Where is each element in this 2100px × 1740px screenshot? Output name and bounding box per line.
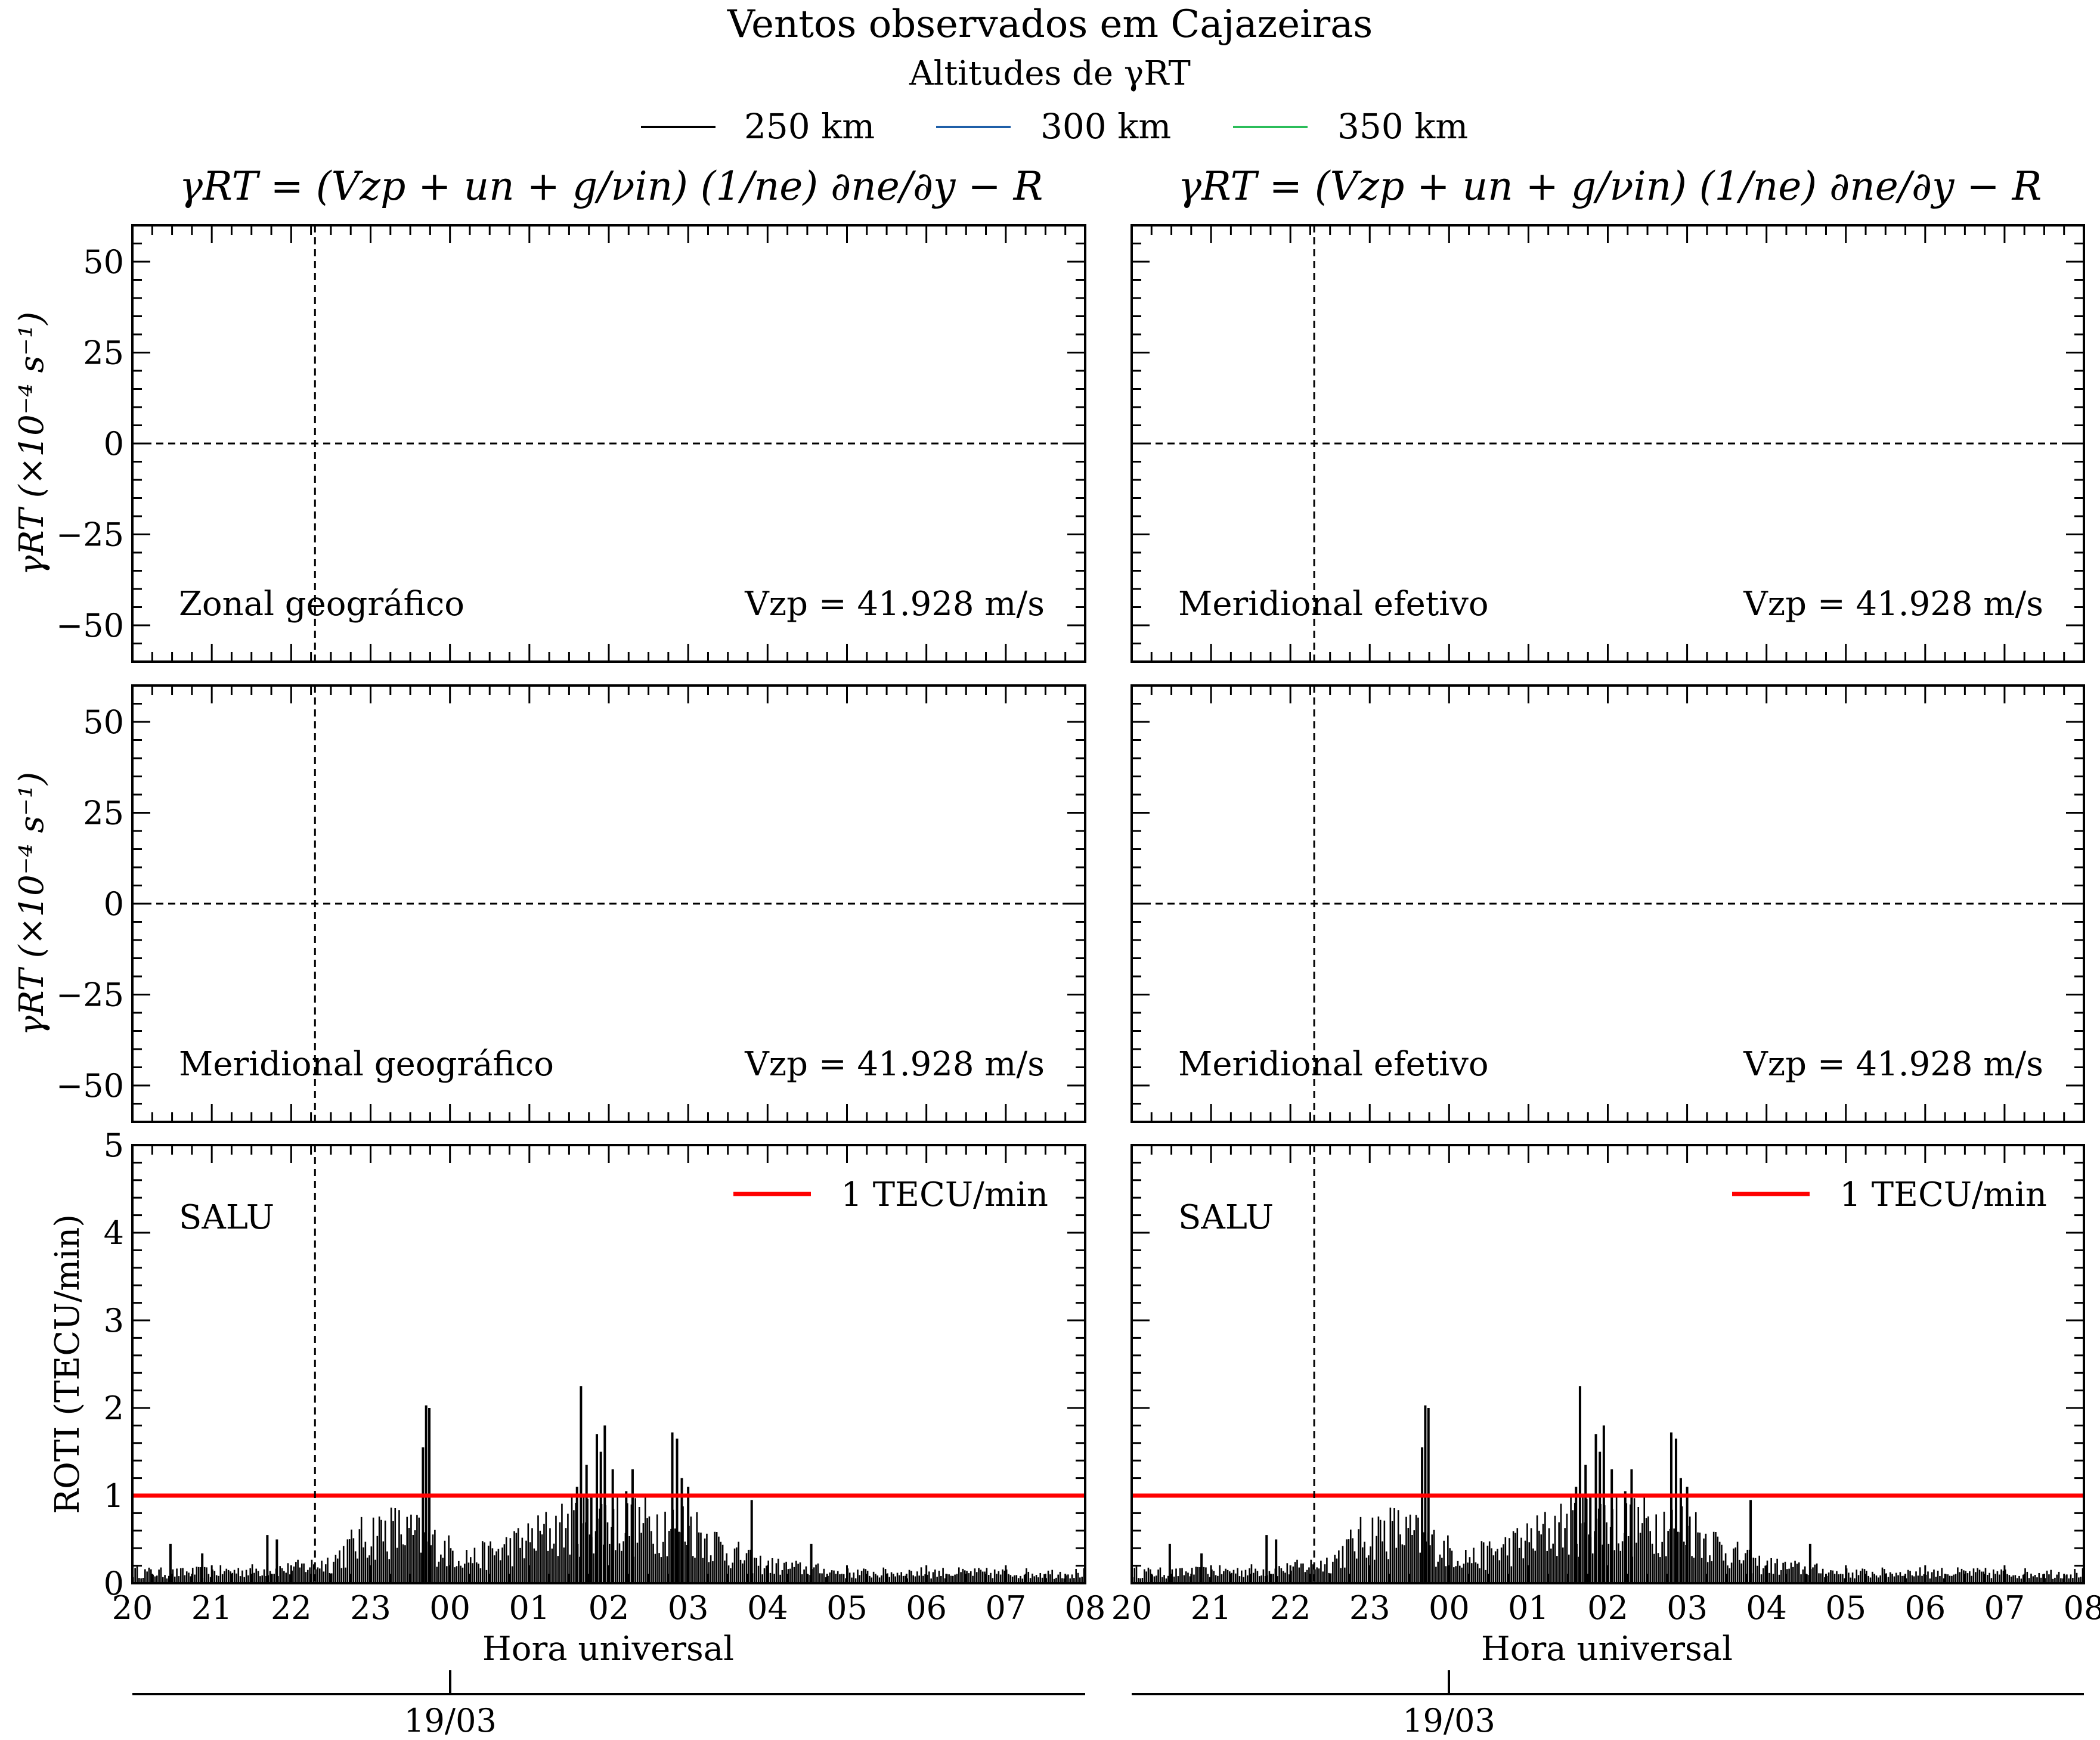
- figure-subtitle: Altitudes de γRT: [909, 54, 1191, 93]
- x-tick-label: 03: [668, 1589, 709, 1627]
- panel-meridional-geografico: −50 −25 0 25 50 Meridional geográfico Vzp = 41…: [13, 684, 1086, 1123]
- x-tick-label: 20: [1111, 1589, 1153, 1627]
- y-tick-label: 0: [104, 425, 124, 463]
- x-tick-label: 08: [1065, 1589, 1106, 1627]
- y-tick-label: −25: [56, 976, 124, 1014]
- x-tick-label: 03: [1667, 1589, 1708, 1627]
- x-tick-label: 04: [1746, 1589, 1787, 1627]
- y-tick-label: 0: [104, 885, 124, 923]
- x-tick-label: 04: [747, 1589, 788, 1627]
- y-tick-label: 4: [104, 1214, 124, 1252]
- panel-label: Zonal geográfico: [179, 585, 464, 624]
- y-tick-label: 25: [83, 795, 124, 832]
- panel-label: Meridional efetivo: [1178, 1045, 1489, 1084]
- y-axis-label: ROTI (TECU/min): [48, 1214, 87, 1514]
- panel-roti-right: 20 21 22 23 00 01 02 03 04 05 06 07 08 SALU 1 TECU/min: [1111, 1144, 2100, 1627]
- right-column-title: γRT = (Vzp + un + g/νin) (1/ne) ∂ne/∂y −…: [1178, 163, 2042, 209]
- station-label: SALU: [1178, 1198, 1274, 1237]
- panel-frame: [131, 1144, 1086, 1584]
- legend-label-350km: 350 km: [1337, 106, 1468, 147]
- x-tick-label: 23: [1349, 1589, 1390, 1627]
- date-label-right: 19/03: [1402, 1702, 1495, 1739]
- x-tick-label: 08: [2064, 1589, 2100, 1627]
- x-tick-label: 05: [1825, 1589, 1866, 1627]
- panel-frame: [1130, 684, 2085, 1123]
- threshold-legend-label: 1 TECU/min: [1839, 1175, 2047, 1214]
- roti-bars: [1132, 1386, 2084, 1583]
- y-tick-label: 5: [104, 1127, 124, 1164]
- y-tick-label: 0: [104, 1565, 124, 1602]
- legend-label-300km: 300 km: [1040, 106, 1171, 147]
- x-tick-label: 23: [350, 1589, 391, 1627]
- x-tick-label: 00: [1429, 1589, 1470, 1627]
- panel-meridional-efetivo-top: Meridional efetivo Vzp = 41.928 m/s: [1130, 224, 2085, 663]
- x-tick-label: 21: [1191, 1589, 1232, 1627]
- date-axis-left: 19/03: [132, 1670, 1085, 1739]
- left-column-title: γRT = (Vzp + un + g/νin) (1/ne) ∂ne/∂y −…: [179, 163, 1043, 209]
- y-tick-label: 2: [104, 1389, 124, 1427]
- station-label: SALU: [179, 1198, 274, 1237]
- x-tick-label: 06: [1904, 1589, 1946, 1627]
- date-label-left: 19/03: [404, 1702, 497, 1739]
- panel-zonal-geografico: −50 −25 0 25 50 Zonal geográfico Vzp = 41.928 …: [13, 224, 1086, 663]
- panel-frame: [131, 684, 1086, 1123]
- x-tick-label: 21: [191, 1589, 233, 1627]
- y-tick-label: 50: [83, 703, 124, 741]
- y-tick-label: 25: [83, 334, 124, 372]
- panel-meridional-efetivo-middle: Meridional efetivo Vzp = 41.928 m/s: [1130, 684, 2085, 1123]
- y-tick-label: 1: [104, 1477, 124, 1515]
- panel-note: Vzp = 41.928 m/s: [1743, 585, 2043, 624]
- y-tick-label: −50: [56, 607, 124, 644]
- panel-label: Meridional efetivo: [1178, 585, 1489, 624]
- x-tick-label: 01: [509, 1589, 550, 1627]
- panel-note: Vzp = 41.928 m/s: [744, 1045, 1045, 1084]
- panel-frame: [131, 224, 1086, 663]
- y-tick-label: −50: [56, 1067, 124, 1105]
- y-tick-label: −25: [56, 516, 124, 554]
- date-axis-right: 19/03: [1132, 1670, 2084, 1739]
- panel-label: Meridional geográfico: [179, 1045, 554, 1084]
- x-tick-label: 06: [906, 1589, 947, 1627]
- y-axis-label: γRT (×10⁻⁴ s⁻¹): [13, 312, 51, 575]
- roti-bars: [132, 1386, 1085, 1583]
- x-tick-label: 05: [826, 1589, 868, 1627]
- x-tick-label: 22: [271, 1589, 312, 1627]
- panel-note: Vzp = 41.928 m/s: [1743, 1045, 2043, 1084]
- xlabel-left: Hora universal: [482, 1630, 734, 1668]
- legend-label-250km: 250 km: [744, 106, 875, 147]
- threshold-legend-label: 1 TECU/min: [841, 1175, 1048, 1214]
- x-tick-label: 00: [429, 1589, 470, 1627]
- x-tick-label: 02: [1587, 1589, 1628, 1627]
- x-tick-label: 22: [1270, 1589, 1311, 1627]
- xlabel-right: Hora universal: [1481, 1630, 1733, 1668]
- x-tick-label: 07: [985, 1589, 1026, 1627]
- x-tick-label: 02: [589, 1589, 630, 1627]
- x-tick-label: 20: [112, 1589, 153, 1627]
- figure-legend: 250 km 300 km 350 km: [641, 106, 1468, 147]
- panel-frame: [1130, 224, 2085, 663]
- figure-title: Ventos observados em Cajazeiras: [727, 2, 1373, 46]
- y-axis-label: γRT (×10⁻⁴ s⁻¹): [13, 772, 51, 1035]
- panel-frame: [1130, 1144, 2085, 1584]
- y-tick-label: 3: [104, 1302, 124, 1339]
- y-tick-label: 50: [83, 243, 124, 281]
- panel-note: Vzp = 41.928 m/s: [744, 585, 1045, 624]
- x-tick-label: 07: [1984, 1589, 2025, 1627]
- x-tick-label: 01: [1508, 1589, 1549, 1627]
